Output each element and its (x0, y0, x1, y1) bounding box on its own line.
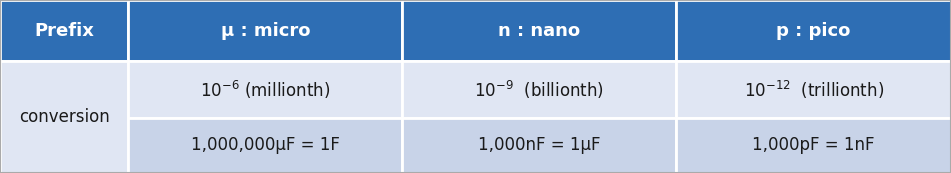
Text: 1,000,000μF = 1F: 1,000,000μF = 1F (191, 136, 340, 154)
Text: conversion: conversion (19, 108, 109, 126)
Bar (676, 118, 951, 173)
Bar (676, 61, 951, 118)
Bar (128, 118, 402, 173)
Bar (676, 0, 951, 61)
Text: Prefix: Prefix (34, 22, 94, 40)
Text: $\mathregular{10^{-12}}$  (trillionth): $\mathregular{10^{-12}}$ (trillionth) (744, 79, 883, 101)
Text: p : pico: p : pico (776, 22, 851, 40)
Bar (402, 61, 676, 118)
Bar (0, 61, 128, 173)
Bar (0, 0, 128, 61)
Bar (402, 118, 676, 173)
Bar (128, 0, 402, 61)
Text: 1,000pF = 1nF: 1,000pF = 1nF (752, 136, 875, 154)
Text: $\mathregular{10^{-6}}$ (millionth): $\mathregular{10^{-6}}$ (millionth) (201, 79, 330, 101)
Bar (128, 61, 402, 118)
Text: $\mathregular{10^{-9}}$  (billionth): $\mathregular{10^{-9}}$ (billionth) (475, 79, 604, 101)
Text: n : nano: n : nano (498, 22, 580, 40)
Text: μ : micro: μ : micro (221, 22, 310, 40)
Bar (402, 0, 676, 61)
Text: 1,000nF = 1μF: 1,000nF = 1μF (478, 136, 600, 154)
